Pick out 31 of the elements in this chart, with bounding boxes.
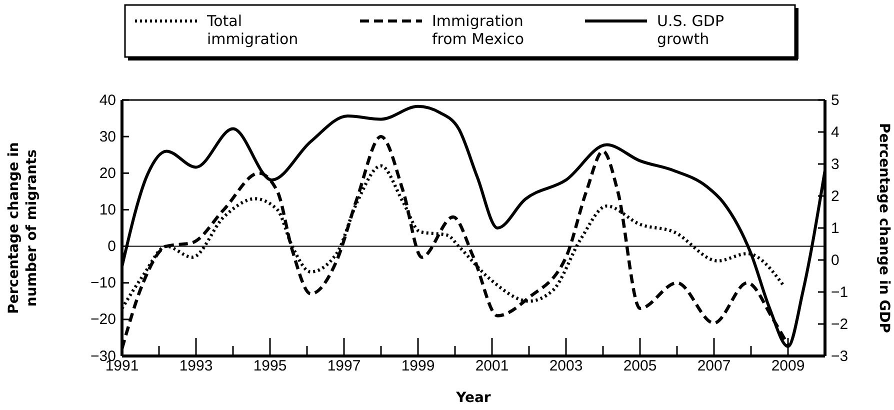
y-axis-title: Percentage change in number of migrants (6, 142, 40, 314)
y2-tick-label: 3 (831, 156, 840, 173)
y2-tick-label: −3 (831, 348, 848, 365)
x-tick-label: 2009 (771, 358, 805, 375)
y-tick-label: 20 (99, 164, 116, 182)
y2-tick-label: 0 (831, 252, 840, 269)
x-tick-label: 1995 (253, 358, 287, 375)
y2-tick-label: 4 (831, 124, 840, 141)
y2-tick-label: −1 (831, 284, 848, 301)
x-tick-label: 2005 (623, 358, 657, 375)
legend-label: Total immigration (206, 12, 298, 48)
y-tick-label: 10 (99, 202, 116, 219)
x-tick-label: 2003 (549, 358, 583, 375)
y2-axis-title: Percentage change in GDP (876, 122, 892, 334)
y-tick-label: 0 (108, 238, 116, 256)
y2-tick-label: −2 (831, 316, 848, 333)
x-tick-label: 1993 (179, 358, 213, 375)
y-tick-label: −10 (90, 274, 116, 292)
y2-tick-label: 1 (831, 220, 840, 237)
x-axis-title: Year (455, 390, 491, 406)
x-tick-label: 2007 (697, 358, 731, 375)
legend-label: Immigration from Mexico (432, 12, 524, 48)
y2-tick-label: 2 (831, 188, 840, 205)
legend-label: U.S. GDP growth (657, 12, 724, 48)
x-tick-label: 1997 (327, 358, 361, 375)
y-tick-label: −20 (90, 311, 116, 328)
y-tick-label: 30 (99, 128, 116, 146)
x-tick-label: 1999 (401, 358, 435, 375)
x-tick-label: 2001 (475, 358, 509, 375)
y-tick-label: 40 (99, 92, 116, 109)
y2-tick-label: 5 (831, 92, 840, 109)
